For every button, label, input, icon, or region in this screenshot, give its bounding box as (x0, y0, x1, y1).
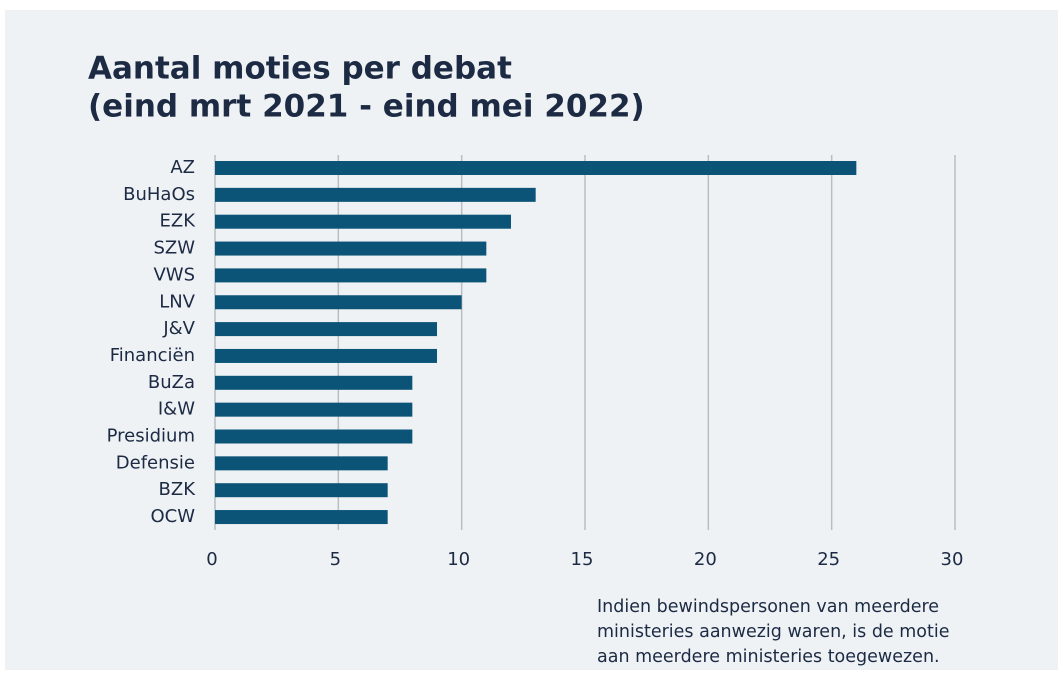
x-tick-label: 0 (206, 549, 217, 570)
bar (215, 348, 437, 363)
bar (215, 161, 857, 175)
bar (215, 429, 413, 444)
y-tick-label: Presidium (107, 426, 195, 447)
y-tick-label: I&W (158, 399, 195, 420)
note: Indien bewindspersonen van meerdere (597, 597, 939, 617)
x-tick-label: 25 (817, 549, 840, 570)
y-tick-label: Financiën (110, 345, 195, 366)
bar (215, 214, 511, 229)
x-tick-label: 20 (694, 549, 717, 570)
y-tick-label: BZK (159, 479, 197, 500)
panel (5, 10, 1058, 670)
note: aan meerdere ministeries toegewezen. (597, 647, 940, 667)
bar (215, 456, 388, 471)
y-tick-label: VWS (153, 264, 195, 285)
y-tick-label: LNV (159, 291, 195, 312)
bar (215, 268, 487, 283)
note: ministeries aanwezig waren, is de motie (597, 622, 950, 642)
x-tick-label: 5 (330, 549, 341, 570)
x-tick-label: 15 (571, 549, 594, 570)
bar (215, 402, 413, 417)
bar (215, 375, 413, 390)
bar (215, 483, 388, 498)
y-tick-label: AZ (170, 157, 195, 178)
chart-title: Aantal moties per debat (88, 51, 512, 87)
bar (215, 241, 487, 256)
y-tick-label: BuZa (148, 372, 195, 393)
bar (215, 295, 462, 310)
y-tick-label: Defensie (116, 452, 195, 473)
bar (215, 510, 388, 525)
x-tick-label: 10 (447, 549, 470, 570)
bar (215, 187, 536, 202)
bar (215, 322, 437, 337)
y-tick-label: J&V (162, 318, 195, 339)
y-tick-label: BuHaOs (123, 184, 195, 205)
y-tick-label: EZK (159, 211, 196, 232)
chart-title: (eind mrt 2021 - eind mei 2022) (88, 89, 645, 125)
x-tick-label: 30 (941, 549, 964, 570)
y-tick-label: SZW (153, 238, 195, 259)
y-tick-label: OCW (150, 506, 195, 527)
